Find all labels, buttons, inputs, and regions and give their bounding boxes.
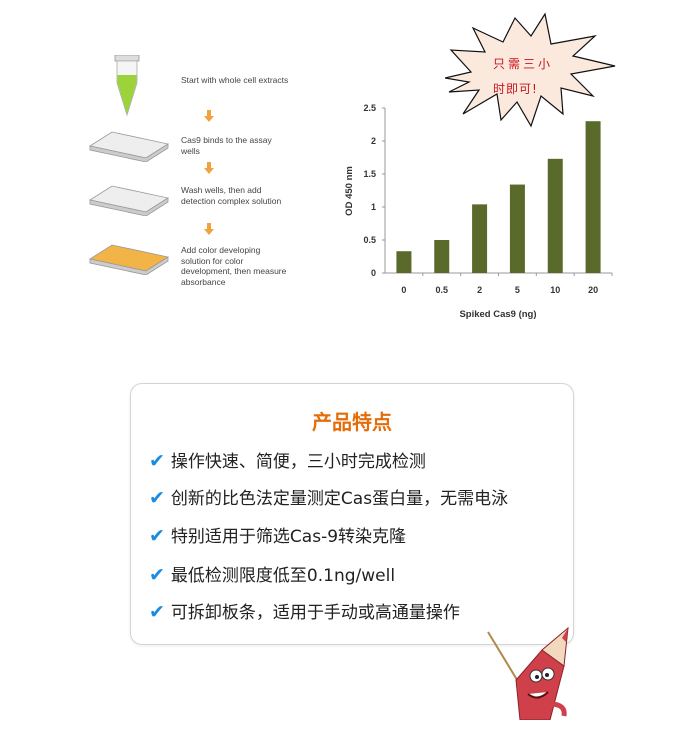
step-2-text: Cas9 binds to the assay wells [181,135,272,156]
colored-plate-icon [88,244,170,275]
feature-text: 操作快速、简便，三小时完成检测 [170,452,426,472]
bar-20 [585,121,601,273]
callout-line-2: 时即可! [493,82,538,96]
tube-icon [114,55,140,117]
y-tick-label: 0 [371,268,376,278]
plate-icon [88,185,170,216]
feature-item: ✔ 创新的比色法定量测定Cas蛋白量，无需电泳 [149,484,508,509]
feature-text: 创新的比色法定量测定Cas蛋白量，无需电泳 [170,489,509,509]
check-icon: ✔ [149,601,165,623]
x-tick-label: 2 [477,285,482,295]
y-tick-label: 0.5 [363,235,376,245]
bar-5 [509,184,525,273]
feature-item: ✔ 最低检测限度低至0.1ng/well [149,561,395,586]
features-title: 产品特点 [312,410,392,434]
x-tick-label: 0 [401,285,406,295]
check-icon: ✔ [149,487,165,509]
check-icon: ✔ [149,525,165,547]
check-icon: ✔ [149,564,165,586]
y-tick-label: 1.5 [363,169,376,179]
check-icon: ✔ [149,450,165,472]
feature-item: ✔ 操作快速、简便，三小时完成检测 [149,447,426,472]
step-4-text: Add color developing solution for color … [181,245,287,287]
x-tick-label: 10 [550,285,560,295]
bar-0 [396,251,412,273]
pencil-mascot-icon [487,626,569,720]
x-tick-label: 0.5 [435,285,448,295]
x-axis: 0 0.5 2 5 10 20 [385,272,613,295]
feature-item: ✔ 特别适用于筛选Cas-9转染克隆 [149,522,406,547]
y-axis: 0 0.5 1 1.5 2 2.5 [363,103,386,278]
step-3-text: Wash wells, then add detection complex s… [181,185,282,206]
bar-chart: 0 0.5 1 1.5 2 2.5 0 0.5 2 5 10 20 OD 450 nm Spiked… [344,103,613,320]
x-tick-label: 5 [515,285,520,295]
bar-0.5 [434,240,450,273]
y-tick-label: 2 [371,136,376,146]
y-tick-label: 1 [371,202,376,212]
plate-icon [88,131,170,162]
y-tick-label: 2.5 [363,103,376,113]
feature-text: 最低检测限度低至0.1ng/well [170,566,396,586]
callout-line-1: 只需三小 [493,57,554,71]
bar-2 [472,204,488,273]
y-axis-label: OD 450 nm [344,166,355,216]
bars [396,121,601,273]
bar-10 [547,158,563,273]
x-tick-label: 20 [588,285,598,295]
starburst-callout [445,12,616,128]
feature-text: 特别适用于筛选Cas-9转染克隆 [170,527,407,547]
step-1-text: Start with whole cell extracts [181,75,289,85]
feature-item: ✔ 可拆卸板条，适用于手动或高通量操作 [149,598,460,623]
feature-text: 可拆卸板条，适用于手动或高通量操作 [170,603,460,623]
x-axis-label: Spiked Cas9 (ng) [459,309,536,320]
features-panel: 产品特点 ✔ 操作快速、简便，三小时完成检测 ✔ 创新的比色法定量测定Cas蛋白量，… [130,383,574,645]
